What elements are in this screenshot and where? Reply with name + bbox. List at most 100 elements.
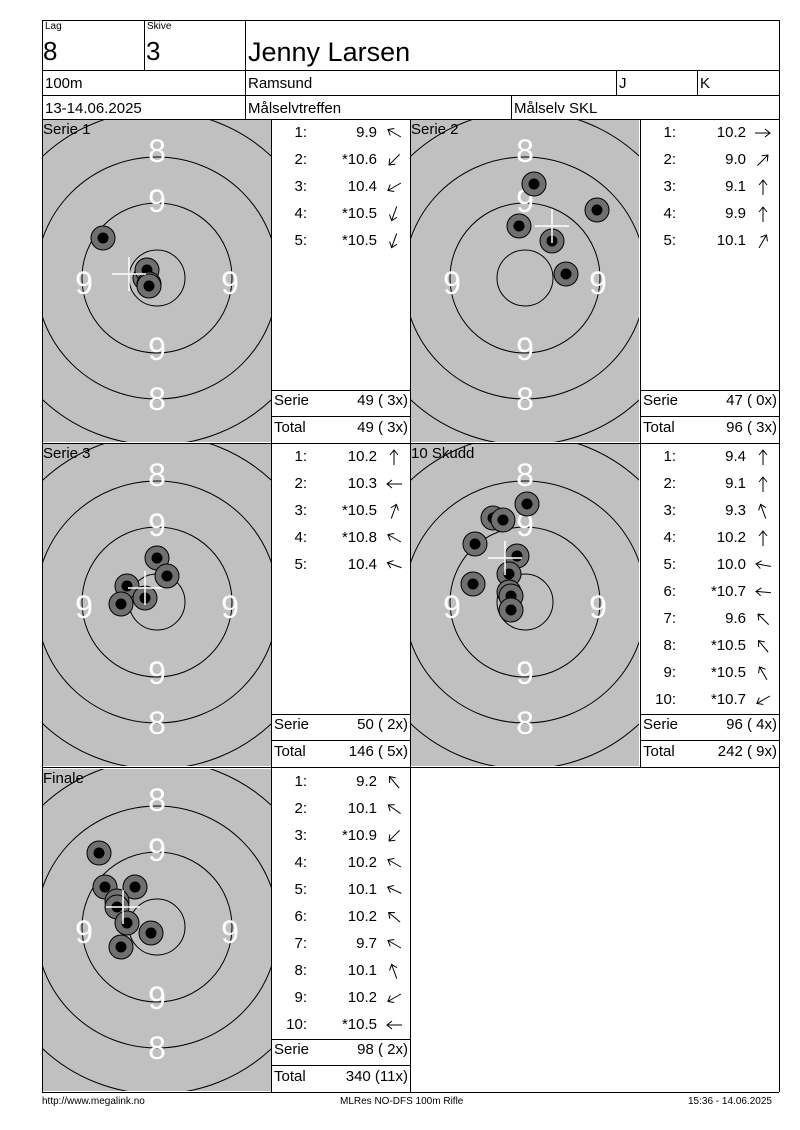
class-j: J (619, 75, 627, 92)
event-name: Målselvtreffen (248, 100, 342, 117)
shot-row: 5: 10.0 (640, 556, 779, 576)
total-score: 242 ( 9x) (717, 743, 777, 760)
shot-row: 10: *10.7 (640, 691, 779, 711)
shot-number: 1: (294, 773, 307, 790)
direction-arrow-icon (390, 503, 399, 519)
direction-arrow-icon (389, 233, 398, 249)
total-score: 96 ( 3x) (726, 419, 777, 436)
shot-row: 2: 9.0 (640, 151, 779, 171)
shot-row: 3: 10.4 (271, 178, 410, 198)
ring-number: 8 (148, 381, 166, 417)
total-score: 49 ( 3x) (357, 419, 408, 436)
shot-row: 4: *10.8 (271, 529, 410, 549)
shot-row: 1: 10.2 (640, 124, 779, 144)
direction-arrow-icon (388, 911, 401, 923)
ring-number: 9 (516, 655, 534, 691)
shot-number: 1: (294, 448, 307, 465)
shot-row: 3: 9.3 (640, 502, 779, 522)
direction-arrow-icon (386, 885, 402, 894)
ring-number: 9 (75, 589, 93, 625)
shot-row: 8: 10.1 (271, 962, 410, 982)
shot-row: 3: 9.1 (640, 178, 779, 198)
shooter-name: Jenny Larsen (248, 37, 411, 67)
direction-arrow-icon (388, 829, 401, 842)
shot-row: 4: 10.2 (271, 854, 410, 874)
ring-number: 9 (516, 331, 534, 367)
shot-hole-core (143, 280, 155, 292)
serie-score: 50 ( 2x) (357, 716, 408, 733)
footer-url[interactable]: http://www.megalink.no (42, 1096, 145, 1107)
ring-number: 9 (589, 589, 607, 625)
shot-hole-core (469, 538, 481, 550)
shot-number: 2: (294, 151, 307, 168)
serie-label: Serie (643, 392, 679, 409)
shot-number: 1: (663, 448, 676, 465)
direction-arrow-icon (388, 153, 401, 166)
ring-number: 8 (148, 1030, 166, 1066)
ring-number: 8 (516, 457, 534, 493)
shot-number: 4: (294, 854, 307, 871)
target-ring (43, 480, 271, 724)
target-ring (81, 526, 233, 678)
ring-number: 8 (148, 133, 166, 169)
shot-number: 7: (663, 610, 676, 627)
skive-value: 3 (146, 36, 161, 66)
shot-number: 10: (655, 691, 676, 708)
direction-arrow-icon (757, 640, 769, 653)
shot-number: 9: (294, 989, 307, 1006)
target-series-4: 899 998 (411, 444, 639, 766)
shot-number: 7: (294, 935, 307, 952)
lag-label: Lag (45, 21, 62, 32)
shot-row: 2: 10.1 (271, 800, 410, 820)
ring-number: 8 (516, 381, 534, 417)
target-ring (496, 249, 554, 307)
target-ring (449, 526, 601, 678)
shot-value: *10.9 (341, 827, 377, 844)
shot-row: 9: *10.5 (640, 664, 779, 684)
shot-value: 10.2 (347, 989, 377, 1006)
direction-arrow-icon (387, 804, 401, 814)
target-ring (81, 202, 233, 354)
shot-value: 10.1 (347, 881, 377, 898)
shot-number: 3: (294, 178, 307, 195)
series-title: Serie 2 (411, 121, 459, 138)
shot-hole-core (521, 498, 533, 510)
shot-value: *10.5 (710, 664, 746, 681)
shot-row: 5: *10.5 (271, 232, 410, 252)
serie-score: 98 ( 2x) (357, 1041, 408, 1058)
target-ring (81, 851, 233, 1003)
direction-arrow-icon (755, 587, 772, 597)
shot-row: 1: 9.4 (640, 448, 779, 468)
shot-row: 7: 9.6 (640, 610, 779, 630)
serie-label: Serie (274, 716, 310, 733)
shot-value: *10.5 (710, 637, 746, 654)
direction-arrow-icon (758, 530, 768, 546)
shot-row: 5: 10.1 (640, 232, 779, 252)
shot-number: 4: (663, 205, 676, 222)
shot-hole-core (145, 927, 157, 939)
shot-hole-core (115, 598, 127, 610)
shot-hole-core (503, 568, 515, 580)
shot-value: *10.5 (341, 205, 377, 222)
date: 13-14.06.2025 (45, 100, 142, 117)
shot-value: *10.6 (341, 151, 377, 168)
direction-arrow-icon (758, 503, 767, 519)
shot-value: 9.1 (725, 475, 746, 492)
shot-value: 9.6 (725, 610, 746, 627)
shot-row: 2: 10.3 (271, 475, 410, 495)
shot-row: 9: 10.2 (271, 989, 410, 1009)
shot-hole-core (560, 268, 572, 280)
shot-row: 1: 9.2 (271, 773, 410, 793)
shot-number: 3: (663, 178, 676, 195)
target-ring (496, 573, 554, 631)
shot-row: 10: *10.5 (271, 1016, 410, 1036)
direction-arrow-icon (756, 695, 771, 705)
shot-number: 3: (294, 827, 307, 844)
shot-number: 5: (294, 556, 307, 573)
shot-hole-core (121, 917, 133, 929)
shot-hole-core (505, 604, 517, 616)
shot-number: 1: (294, 124, 307, 141)
shot-number: 2: (663, 475, 676, 492)
total-label: Total (274, 1068, 306, 1085)
shot-value: 9.1 (725, 178, 746, 195)
